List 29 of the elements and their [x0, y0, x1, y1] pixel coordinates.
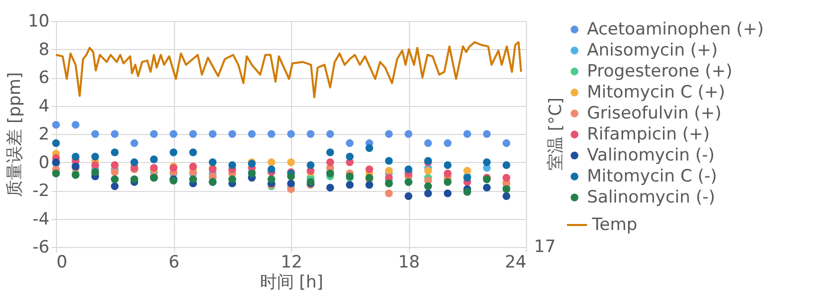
text: 17: [534, 237, 556, 257]
y-tick-label: -4: [32, 209, 50, 230]
legend-label: Valinomycin (-): [587, 146, 715, 166]
y-tick-label: 4: [38, 96, 50, 116]
x-tick-label: 6: [168, 252, 180, 272]
legend-label: Anisomycin (+): [587, 40, 718, 60]
y-tick-label: 2: [38, 124, 50, 144]
legend-label: Temp: [591, 215, 638, 235]
legend-label: Progesterone (+): [587, 62, 732, 82]
legend-label: Acetoaminophen (+): [587, 20, 764, 40]
x-tick-label: 0: [56, 252, 68, 272]
legend-label: Salinomycin (-): [587, 188, 716, 208]
x-tick-label: 18: [398, 252, 420, 272]
legend-label: Mitomycin C (+): [587, 82, 726, 102]
y-axis-title: 质量误差 [ppm]: [4, 72, 25, 197]
legend-label: Rifampicin (+): [587, 124, 710, 144]
y-tick-label: -6: [32, 238, 50, 258]
line-series: [55, 41, 522, 98]
y2-axis-title: 室温 [°C]: [546, 97, 566, 171]
x-axis-title: 时间 [h]: [260, 272, 324, 292]
x-tick-label: 24: [504, 252, 526, 272]
y-tick-label: 10: [28, 12, 50, 32]
y-tick-label: 0: [38, 152, 50, 173]
y-tick-label: 6: [38, 68, 50, 88]
y-tick-label: -2: [32, 181, 50, 201]
y-tick-label: 8: [38, 40, 50, 60]
legend-label: Mitomycin C (-): [587, 166, 717, 186]
x-tick-label: 12: [280, 252, 302, 272]
legend-label: Griseofulvin (+): [587, 104, 722, 124]
